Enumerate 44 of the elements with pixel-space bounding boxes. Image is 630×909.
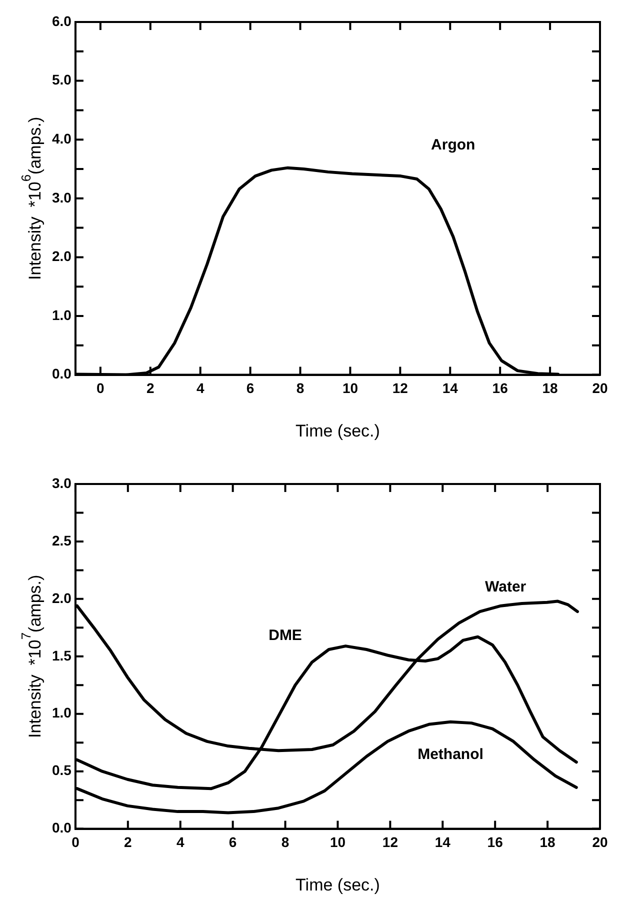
x-tick-label: 0 (96, 380, 105, 396)
x-tick-label: 16 (487, 834, 504, 850)
y-tick-label: 1.0 (52, 704, 72, 721)
x-tick-label: 18 (540, 834, 556, 850)
x-tick-label: 10 (330, 834, 346, 850)
y-tick-label: 3.0 (52, 474, 72, 491)
y-axis-title: Intensity *106(amps.) (18, 116, 45, 280)
x-tick-label: 20 (592, 380, 608, 396)
y-tick-label: 5.0 (52, 72, 72, 88)
y-tick-label: 2.0 (52, 590, 72, 606)
y-tick-label: 6.0 (52, 12, 72, 29)
series-label: DME (268, 626, 302, 644)
x-tick-label: 18 (542, 380, 558, 396)
y-tick-label: 4.0 (52, 130, 72, 146)
y-tick-label: 2.0 (52, 248, 72, 264)
y-tick-label: 0.0 (52, 366, 72, 382)
x-tick-label: 4 (176, 834, 184, 850)
x-tick-label: 20 (592, 834, 608, 850)
y-tick-label: 0.5 (52, 762, 72, 778)
x-axis-title: Time (sec.) (296, 421, 380, 440)
x-tick-label: 2 (146, 380, 154, 396)
x-tick-label: 8 (281, 834, 290, 850)
x-tick-label: 12 (382, 834, 398, 850)
y-tick-label: 3.0 (52, 189, 72, 206)
series-label: Argon (431, 136, 476, 154)
y-tick-label: 0.0 (52, 820, 72, 836)
x-tick-label: 10 (342, 380, 358, 396)
x-tick-label: 2 (124, 834, 132, 850)
x-tick-label: 0 (72, 834, 80, 850)
series-label: Methanol (418, 746, 484, 763)
x-axis-title: Time (sec.) (296, 875, 380, 894)
x-tick-label: 16 (492, 380, 508, 396)
x-tick-label: 4 (196, 380, 204, 396)
x-tick-label: 14 (434, 834, 451, 850)
y-tick-label: 1.5 (52, 647, 72, 664)
x-tick-label: 8 (296, 380, 304, 396)
x-tick-label: 14 (442, 380, 458, 396)
x-tick-label: 6 (228, 834, 237, 850)
x-tick-label: 12 (392, 380, 408, 396)
x-tick-label: 6 (246, 380, 254, 396)
series-label: Water (485, 578, 526, 596)
y-axis-title: Intensity *107(amps.) (18, 574, 45, 738)
y-tick-label: 2.5 (52, 532, 72, 548)
y-tick-label: 1.0 (52, 306, 72, 323)
